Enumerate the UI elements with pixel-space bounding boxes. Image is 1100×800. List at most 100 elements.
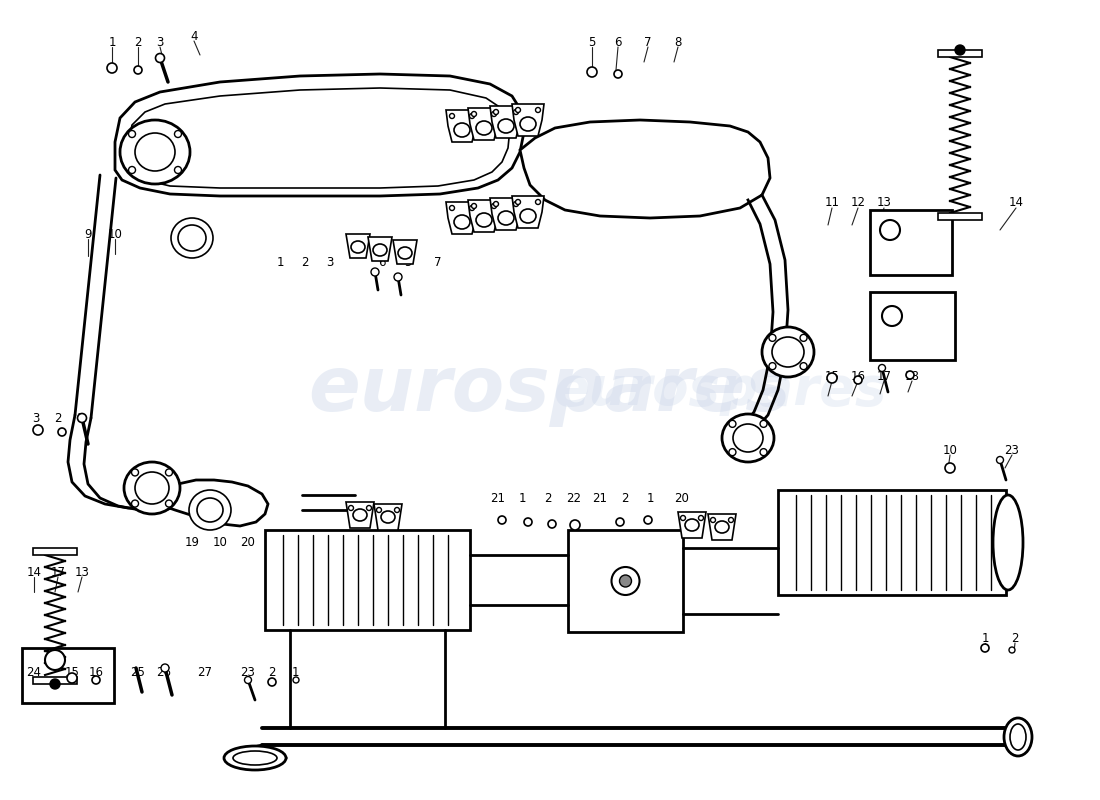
Text: 1: 1 xyxy=(276,255,284,269)
Circle shape xyxy=(45,650,65,670)
Text: 16: 16 xyxy=(88,666,103,678)
Circle shape xyxy=(570,520,580,530)
Bar xyxy=(568,530,683,632)
Circle shape xyxy=(371,268,380,276)
Circle shape xyxy=(494,110,498,114)
Circle shape xyxy=(492,203,496,209)
Text: 2: 2 xyxy=(301,255,309,269)
Ellipse shape xyxy=(722,414,774,462)
Polygon shape xyxy=(520,120,770,218)
Text: 12: 12 xyxy=(850,195,866,209)
Text: 21: 21 xyxy=(593,491,607,505)
Circle shape xyxy=(728,518,734,522)
Text: 3: 3 xyxy=(327,255,333,269)
Circle shape xyxy=(880,220,900,240)
Circle shape xyxy=(514,110,518,114)
Ellipse shape xyxy=(993,495,1023,590)
Ellipse shape xyxy=(120,120,190,184)
Circle shape xyxy=(33,425,43,435)
Text: 16: 16 xyxy=(850,370,866,382)
Text: 2: 2 xyxy=(54,411,62,425)
Text: 10: 10 xyxy=(108,227,122,241)
Ellipse shape xyxy=(520,209,536,223)
Text: 2: 2 xyxy=(134,35,142,49)
Circle shape xyxy=(395,507,399,513)
Bar xyxy=(870,210,952,275)
Text: 2: 2 xyxy=(268,666,276,678)
Circle shape xyxy=(132,469,139,476)
Ellipse shape xyxy=(1010,724,1026,750)
Polygon shape xyxy=(393,240,417,264)
Circle shape xyxy=(769,362,776,370)
Text: 7: 7 xyxy=(434,255,442,269)
Circle shape xyxy=(129,166,135,174)
Polygon shape xyxy=(232,745,286,768)
Polygon shape xyxy=(158,480,268,526)
Polygon shape xyxy=(446,202,478,234)
Circle shape xyxy=(1009,647,1015,653)
Ellipse shape xyxy=(715,521,729,533)
Text: 1: 1 xyxy=(76,411,84,425)
Ellipse shape xyxy=(381,511,395,523)
Circle shape xyxy=(516,107,520,113)
Circle shape xyxy=(376,507,382,513)
Circle shape xyxy=(536,107,540,113)
Text: 13: 13 xyxy=(75,566,89,578)
Polygon shape xyxy=(512,104,544,136)
Text: 10: 10 xyxy=(943,443,957,457)
Circle shape xyxy=(366,506,372,510)
Ellipse shape xyxy=(224,746,286,770)
Text: 19: 19 xyxy=(185,535,199,549)
Text: 6: 6 xyxy=(614,35,622,49)
Circle shape xyxy=(955,45,965,55)
Text: 5: 5 xyxy=(405,255,411,269)
Circle shape xyxy=(612,567,639,595)
Circle shape xyxy=(450,206,454,210)
Text: 5: 5 xyxy=(588,35,596,49)
Ellipse shape xyxy=(124,462,180,514)
Ellipse shape xyxy=(170,218,213,258)
Circle shape xyxy=(981,644,989,652)
Ellipse shape xyxy=(233,751,277,765)
Circle shape xyxy=(879,365,886,371)
Polygon shape xyxy=(708,514,736,540)
Circle shape xyxy=(800,334,807,342)
Ellipse shape xyxy=(373,244,387,256)
Text: 15: 15 xyxy=(65,666,79,678)
Circle shape xyxy=(882,306,902,326)
Circle shape xyxy=(244,677,252,683)
Circle shape xyxy=(77,414,87,422)
Text: 1: 1 xyxy=(647,491,653,505)
Ellipse shape xyxy=(197,498,223,522)
Circle shape xyxy=(268,678,276,686)
Circle shape xyxy=(498,516,506,524)
Circle shape xyxy=(698,515,704,521)
Circle shape xyxy=(175,166,182,174)
Text: 9: 9 xyxy=(85,227,91,241)
Ellipse shape xyxy=(476,213,492,227)
Circle shape xyxy=(729,449,736,456)
Circle shape xyxy=(619,575,631,587)
Text: 2: 2 xyxy=(544,491,552,505)
Bar xyxy=(265,530,470,630)
Text: 8: 8 xyxy=(674,35,682,49)
Circle shape xyxy=(107,63,117,73)
Text: eurospares: eurospares xyxy=(553,364,887,416)
Text: 11: 11 xyxy=(825,195,839,209)
Polygon shape xyxy=(116,74,524,196)
Circle shape xyxy=(165,500,173,507)
Circle shape xyxy=(644,516,652,524)
Polygon shape xyxy=(468,108,500,140)
Circle shape xyxy=(536,199,540,205)
Text: 23: 23 xyxy=(241,666,255,678)
Circle shape xyxy=(58,428,66,436)
Ellipse shape xyxy=(454,215,470,229)
Polygon shape xyxy=(346,502,374,528)
Text: 20: 20 xyxy=(674,491,690,505)
Circle shape xyxy=(945,463,955,473)
Ellipse shape xyxy=(353,509,367,521)
Circle shape xyxy=(616,518,624,526)
Circle shape xyxy=(681,515,685,521)
Circle shape xyxy=(827,373,837,383)
Circle shape xyxy=(67,673,77,683)
